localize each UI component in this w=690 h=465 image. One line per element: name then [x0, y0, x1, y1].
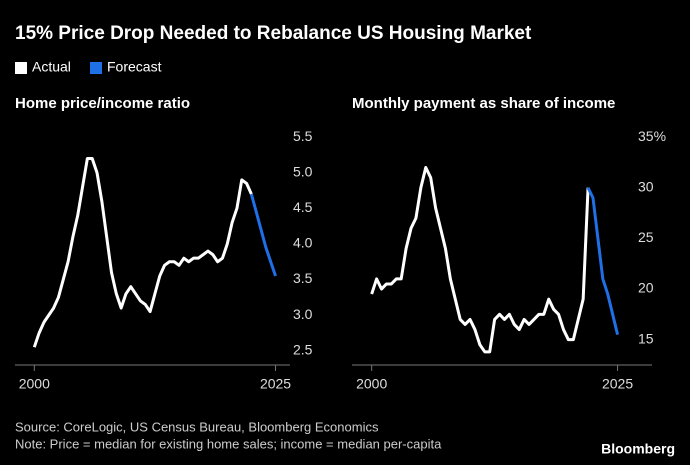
x-tick-label: 2025: [260, 376, 291, 392]
legend-label: Actual: [32, 59, 71, 75]
y-tick-label: 4.5: [293, 199, 313, 215]
y-tick-label: 35%: [638, 128, 666, 144]
y-tick-label: 5.0: [293, 163, 313, 179]
y-tick-label: 5.5: [293, 128, 313, 144]
x-tick-label: 2000: [19, 376, 50, 392]
x-tick-label: 2000: [356, 376, 387, 392]
y-tick-label: 2.5: [293, 341, 313, 357]
data-line: [249, 193, 277, 277]
x-tick-label: 2025: [602, 376, 633, 392]
data-line: [32, 156, 253, 348]
chart-title: 15% Price Drop Needed to Rebalance US Ho…: [15, 23, 532, 44]
y-tick-label: 30: [638, 178, 654, 194]
y-tick-label: 15: [638, 330, 654, 346]
logo: Bloomberg: [601, 441, 675, 457]
data-line: [586, 187, 620, 335]
panel-title: Home price/income ratio: [15, 95, 190, 112]
y-tick-label: 3.0: [293, 306, 313, 322]
y-tick-label: 25: [638, 229, 654, 245]
data-line: [370, 165, 590, 354]
y-tick-label: 20: [638, 280, 654, 296]
legend-label: Forecast: [107, 59, 162, 75]
panel-title: Monthly payment as share of income: [352, 95, 615, 112]
y-tick-label: 4.0: [293, 235, 313, 251]
source: Source: CoreLogic, US Census Bureau, Blo…: [15, 419, 379, 434]
legend-swatch: [90, 62, 102, 74]
y-tick-label: 3.5: [293, 270, 313, 286]
legend-swatch: [15, 62, 27, 74]
note: Note: Price = median for existing home s…: [15, 436, 442, 451]
